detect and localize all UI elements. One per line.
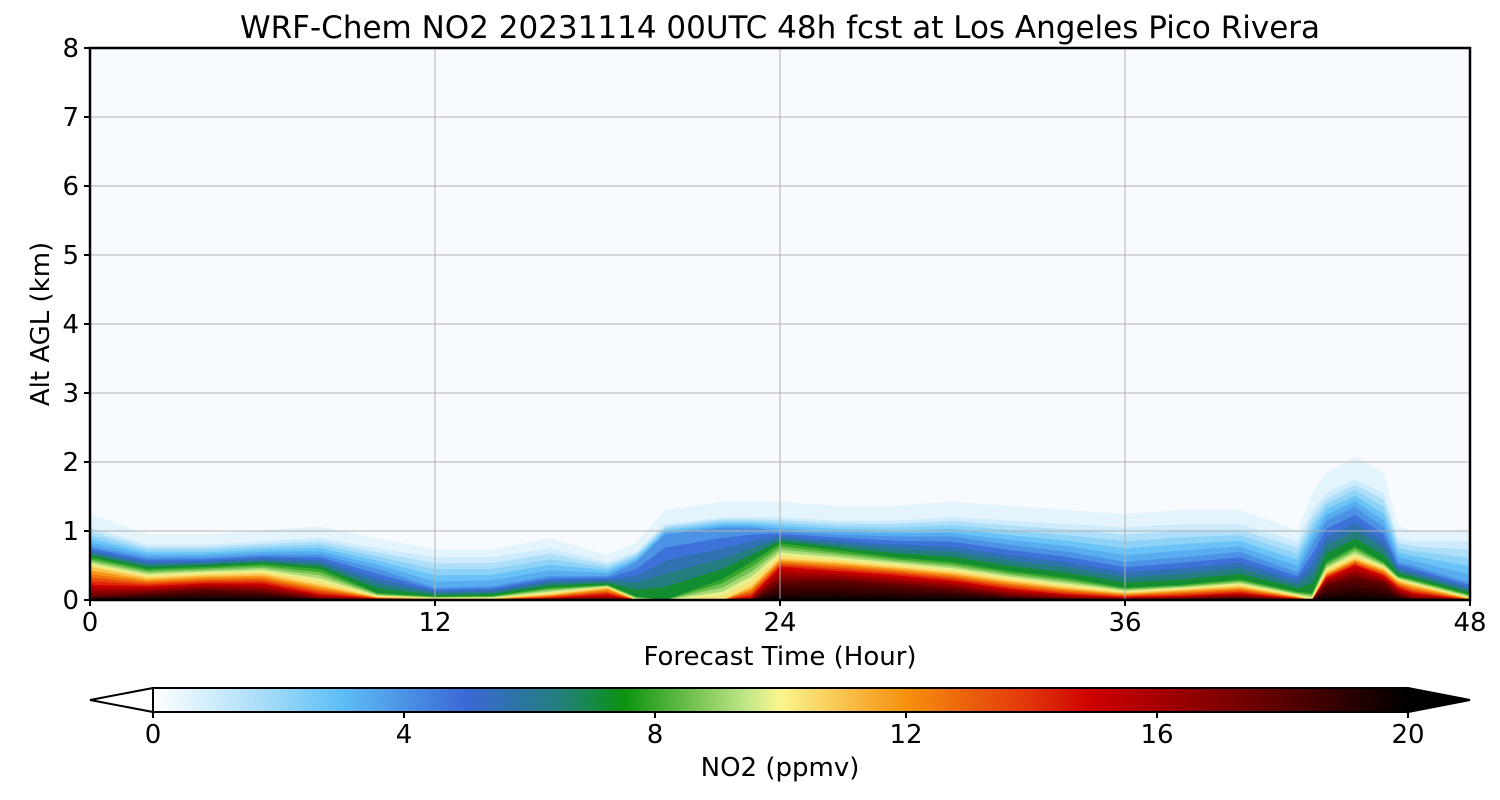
colorbar-frame xyxy=(152,687,1409,713)
y-tick-label: 7 xyxy=(62,103,79,133)
y-tick-label: 3 xyxy=(62,379,79,409)
y-tick-label: 6 xyxy=(62,172,79,202)
colorbar-tick-label: 16 xyxy=(1140,720,1173,750)
chart-title: WRF-Chem NO2 20231114 00UTC 48h fcst at … xyxy=(240,10,1320,46)
x-tick-label: 12 xyxy=(418,608,451,638)
y-axis-label: Alt AGL (km) xyxy=(26,242,56,406)
x-axis-ticks: 0 12 24 36 48 xyxy=(82,600,1487,638)
x-tick-label: 36 xyxy=(1108,608,1141,638)
x-tick-label: 0 xyxy=(82,608,99,638)
y-tick-label: 0 xyxy=(62,586,79,616)
colorbar-tick-label: 12 xyxy=(889,720,922,750)
colorbar: 0 4 8 12 16 20 NO2 (ppmv) xyxy=(89,686,1471,783)
y-tick-label: 4 xyxy=(62,310,79,340)
y-tick-label: 5 xyxy=(62,241,79,271)
colorbar-min-extension xyxy=(89,686,154,714)
grid-lines xyxy=(90,48,1470,600)
colorbar-tick-label: 20 xyxy=(1391,720,1424,750)
colorbar-ticks: 0 4 8 12 16 20 xyxy=(145,712,1425,750)
x-tick-label: 48 xyxy=(1453,608,1486,638)
x-axis-label: Forecast Time (Hour) xyxy=(643,642,916,672)
colorbar-tick-label: 8 xyxy=(647,720,664,750)
y-tick-label: 1 xyxy=(62,517,79,547)
y-tick-label: 2 xyxy=(62,448,79,478)
y-axis-ticks: 0 1 2 3 4 5 6 7 8 xyxy=(62,34,90,616)
y-tick-label: 8 xyxy=(62,34,79,64)
colorbar-label: NO2 (ppmv) xyxy=(701,753,860,783)
colorbar-tick-label: 0 xyxy=(145,720,162,750)
colorbar-max-extension xyxy=(1407,686,1471,714)
x-tick-label: 24 xyxy=(763,608,796,638)
colorbar-tick-label: 4 xyxy=(396,720,413,750)
colorbar-ramp xyxy=(153,688,1408,712)
